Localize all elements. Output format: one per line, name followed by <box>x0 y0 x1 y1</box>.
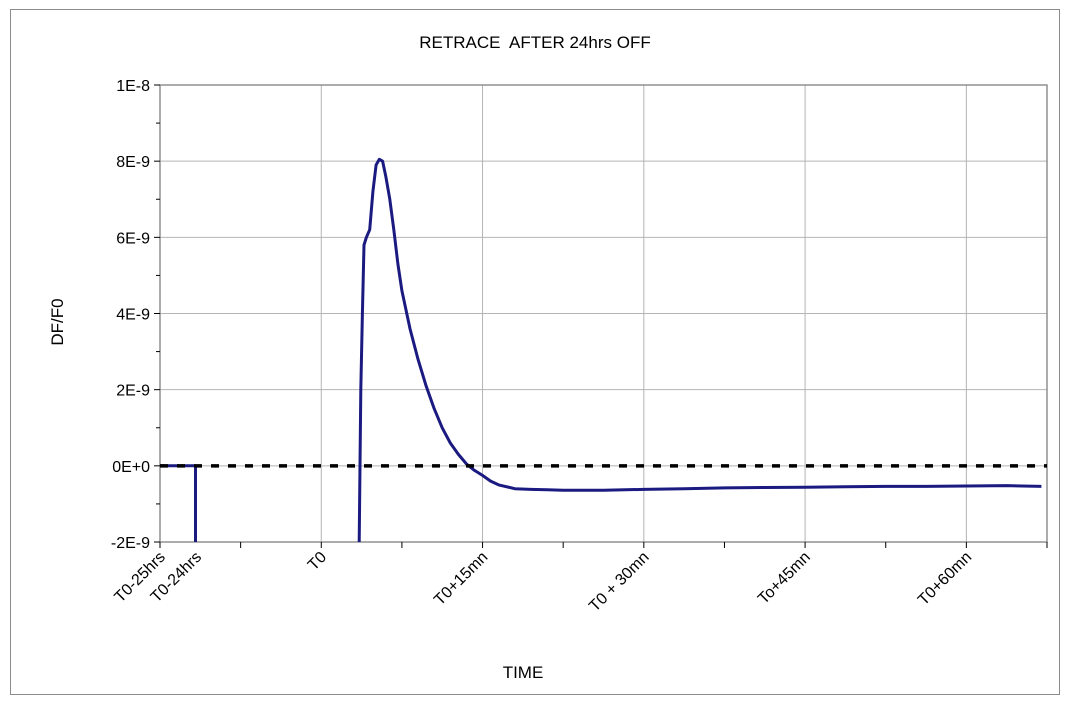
y-axis-title: DF/F0 <box>48 298 67 345</box>
y-tick-label: 4E-9 <box>116 307 150 324</box>
y-tick-label: 8E-9 <box>116 154 150 171</box>
y-tick-label: 6E-9 <box>116 230 150 247</box>
x-axis-title: TIME <box>503 663 544 682</box>
y-tick-label: -2E-9 <box>111 535 150 552</box>
x-tick-label: T0 + 30mn <box>586 549 652 615</box>
y-tick-label: 0E+0 <box>112 459 150 476</box>
x-tick-label: T0 <box>305 549 330 574</box>
data-line-segment <box>357 157 1042 543</box>
x-tick-label: T0+60mn <box>915 549 975 609</box>
chart-title: RETRACE AFTER 24hrs OFF <box>419 33 650 52</box>
y-tick-label: 2E-9 <box>116 383 150 400</box>
axis-layer <box>154 84 1048 548</box>
y-tick-label: 1E-8 <box>116 78 150 95</box>
series-layer <box>160 157 1047 543</box>
x-tick-label: To+45mn <box>755 549 814 608</box>
data-line-segment <box>160 464 197 542</box>
x-tick-label: T0+15mn <box>431 549 491 609</box>
